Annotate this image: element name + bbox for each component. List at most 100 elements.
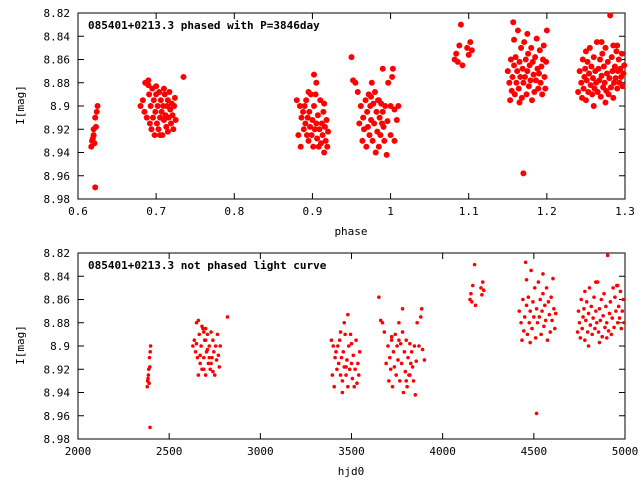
unphased-ytick-label: 8.86 xyxy=(44,294,71,307)
phased-data-point xyxy=(531,89,538,96)
unphased-data-point xyxy=(390,384,395,389)
unphased-data-point xyxy=(196,318,201,323)
phased-data-point xyxy=(536,47,543,54)
unphased-data-point xyxy=(216,353,221,358)
phased-data-point xyxy=(308,132,315,139)
phased-data-point xyxy=(596,56,603,63)
phased-xtick-label: 1 xyxy=(387,205,394,218)
phased-xtick-label: 0.6 xyxy=(68,205,88,218)
phased-data-point xyxy=(527,77,534,84)
unphased-data-point xyxy=(408,373,412,377)
unphased-data-point xyxy=(394,373,398,377)
unphased-data-point xyxy=(533,336,538,340)
phased-xtick-label: 1.3 xyxy=(615,205,635,218)
phased-data-point xyxy=(540,42,547,49)
unphased-data-point xyxy=(200,324,204,329)
phased-data-point xyxy=(520,170,527,177)
phased-data-point xyxy=(589,91,596,98)
unphased-data-point xyxy=(387,379,391,383)
unphased-data-point xyxy=(345,358,349,362)
phased-data-point xyxy=(511,62,518,69)
phased-data-point xyxy=(379,108,386,115)
unphased-data-point xyxy=(193,350,198,354)
phased-data-point xyxy=(582,48,589,55)
unphased-xtick-label: 4500 xyxy=(521,445,548,458)
unphased-ytick-label: 8.98 xyxy=(44,433,71,446)
unphased-data-point xyxy=(215,332,220,337)
unphased-data-point xyxy=(577,320,582,325)
phased-data-point xyxy=(321,100,328,107)
phased-data-point xyxy=(599,50,606,57)
phased-data-point xyxy=(518,94,525,101)
phased-xtick-label: 0.7 xyxy=(146,205,166,218)
phased-data-point xyxy=(171,94,178,101)
unphased-data-point xyxy=(349,341,354,346)
phased-data-point xyxy=(166,89,173,96)
phased-data-point xyxy=(586,44,593,51)
unphased-data-point xyxy=(605,253,610,258)
phased-data-point xyxy=(318,140,325,147)
unphased-data-point xyxy=(334,350,338,354)
unphased-xtick-label: 5000 xyxy=(612,445,639,458)
phased-data-point xyxy=(145,77,152,84)
phased-data-point xyxy=(518,44,525,51)
phased-data-point xyxy=(529,58,536,65)
phased-data-point xyxy=(348,54,355,61)
phased-data-point xyxy=(524,30,531,37)
unphased-data-point xyxy=(330,373,335,377)
phased-data-point xyxy=(137,103,144,109)
phased-data-point xyxy=(516,58,523,65)
phased-data-point xyxy=(620,70,627,77)
unphased-data-point xyxy=(553,311,558,316)
unphased-data-point xyxy=(212,373,217,377)
unphased-data-point xyxy=(329,338,334,342)
phased-data-point xyxy=(514,27,521,34)
unphased-data-point xyxy=(588,323,593,327)
unphased-data-point xyxy=(336,361,341,366)
unphased-data-point xyxy=(589,304,594,309)
unphased-data-point xyxy=(400,307,405,311)
unphased-data-point xyxy=(380,320,385,325)
phased-ytick-label: 8.88 xyxy=(44,77,71,90)
phased-data-point xyxy=(614,42,621,49)
phased-data-point xyxy=(457,21,464,28)
unphased-ytick-label: 8.92 xyxy=(44,363,71,376)
phased-data-point xyxy=(300,126,307,133)
phased-data-point xyxy=(613,48,620,55)
unphased-data-point xyxy=(199,344,203,348)
phased-data-point xyxy=(155,126,162,133)
phased-data-point xyxy=(465,51,472,58)
unphased-data-point xyxy=(553,326,557,331)
unphased-data-point xyxy=(211,369,215,374)
unphased-data-point xyxy=(349,361,354,366)
unphased-data-point xyxy=(575,330,580,334)
phased-data-point xyxy=(590,103,597,109)
phased-data-point xyxy=(467,39,474,46)
phased-data-point xyxy=(617,65,624,72)
unphased-data-point xyxy=(203,338,208,342)
phased-data-point xyxy=(153,83,160,90)
phased-data-point xyxy=(314,135,321,142)
phased-data-point xyxy=(541,73,548,80)
unphased-data-point xyxy=(525,332,530,337)
unphased-data-point xyxy=(148,350,153,354)
unphased-data-point xyxy=(340,390,345,395)
unphased-ytick-label: 8.96 xyxy=(44,410,71,423)
phased-data-point xyxy=(389,73,396,80)
unphased-data-point xyxy=(583,338,587,342)
unphased-data-point xyxy=(205,332,210,337)
phased-plot-ticks: 0.6 0.7 0.8 0.9 1 1.1 1.2 1.3 8.82 8.84 8.86 8.88 8.… xyxy=(44,7,635,218)
unphased-data-point xyxy=(387,355,392,360)
unphased-data-point xyxy=(400,330,405,334)
phased-xtick-label: 0.8 xyxy=(224,205,244,218)
unphased-xtick-label: 3500 xyxy=(338,445,365,458)
phased-data-point xyxy=(180,73,187,80)
phased-data-point xyxy=(575,89,582,96)
phased-data-point xyxy=(582,97,589,104)
phased-data-point xyxy=(504,68,511,75)
unphased-ytick-label: 8.94 xyxy=(44,387,71,400)
phased-data-point xyxy=(324,143,331,150)
phased-data-point xyxy=(375,97,382,104)
unphased-data-point xyxy=(614,309,618,313)
unphased-ytick-label: 8.82 xyxy=(44,247,71,260)
